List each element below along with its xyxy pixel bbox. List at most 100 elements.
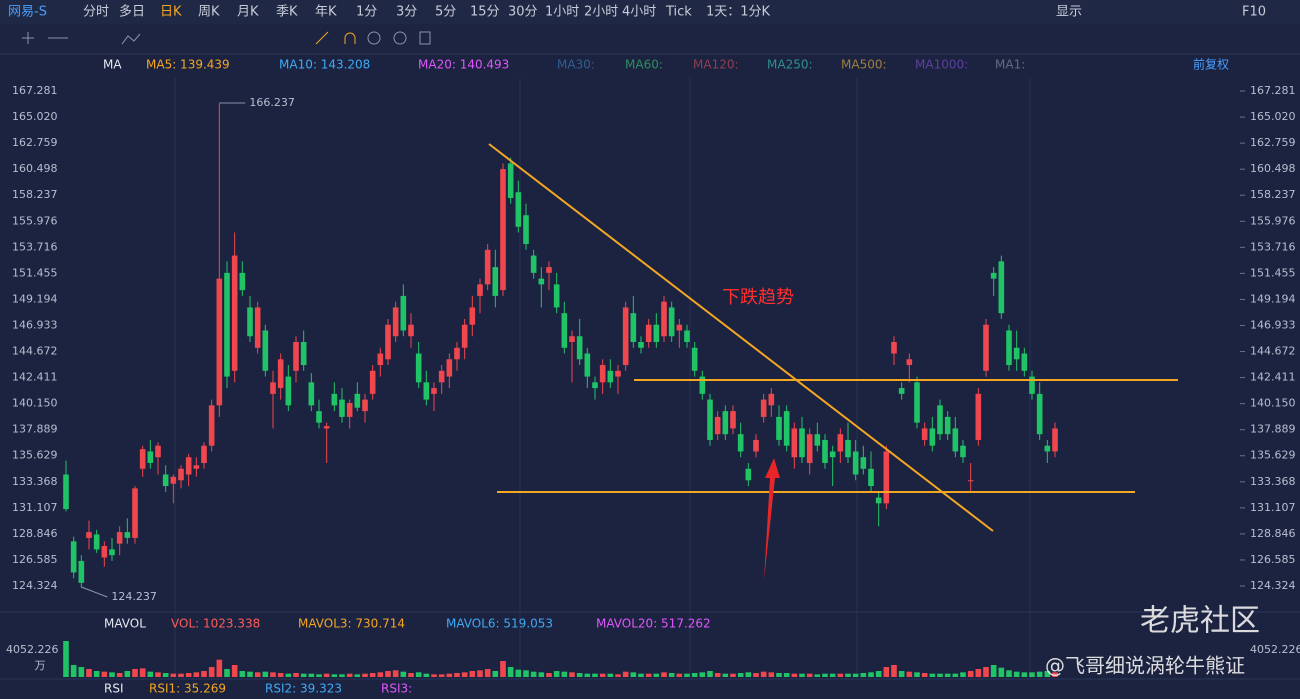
y-tick-label: 167.281: [1250, 84, 1296, 97]
y-tick-label: 137.889: [12, 423, 58, 436]
candle-body: [967, 480, 974, 482]
volume-bar: [768, 672, 775, 677]
y-tick-label: 128.846: [12, 527, 58, 540]
candle-body: [216, 278, 223, 406]
candle-body: [691, 347, 698, 371]
period-tab[interactable]: 15分: [470, 5, 500, 20]
y-tick-label: 151.455: [1250, 266, 1296, 279]
candle-body: [1052, 428, 1058, 452]
volume-bar: [477, 670, 483, 677]
volume-bar: [983, 667, 989, 677]
range-select[interactable]: 1天：1分K: [706, 5, 771, 20]
min-leader: [81, 586, 108, 598]
volume-bar: [201, 671, 207, 677]
delete-tool[interactable]: [419, 31, 431, 45]
legend-item: MA500:: [841, 58, 887, 72]
period-tab[interactable]: 2小时: [584, 5, 618, 20]
period-tab[interactable]: 1小时: [545, 5, 579, 20]
candle-body: [254, 307, 261, 348]
drawing-tools: [22, 31, 431, 45]
volume-bar: [622, 671, 629, 677]
symbol[interactable]: 网易-S: [8, 5, 47, 20]
candle-body: [615, 370, 621, 377]
period-tab[interactable]: 1分: [356, 5, 377, 20]
adjust-mode[interactable]: 前复权: [1193, 57, 1229, 72]
volume-bar: [806, 673, 813, 677]
user-drawings: [488, 143, 1178, 580]
line-tool[interactable]: [48, 33, 141, 45]
volume-bar: [170, 673, 177, 677]
y-tick-label: 165.020: [12, 110, 58, 123]
volume-bar: [415, 672, 422, 677]
candle-body: [730, 411, 736, 429]
candle-body: [837, 434, 844, 452]
candle-body: [400, 295, 407, 331]
candle-body: [339, 399, 345, 417]
volume-bar: [392, 670, 399, 677]
volume-bar: [400, 671, 407, 677]
period-tab[interactable]: 30分: [508, 5, 538, 20]
volume-bar: [93, 671, 100, 677]
volume-bar: [791, 673, 798, 677]
candle-body: [285, 376, 292, 406]
candle-body: [975, 393, 982, 440]
period-tab[interactable]: 年K: [315, 5, 337, 20]
period-tab[interactable]: 4小时: [622, 5, 656, 20]
volume-bar: [684, 673, 690, 677]
volume-bar: [737, 673, 744, 677]
candle-body: [622, 307, 629, 366]
period-tab[interactable]: 5分: [435, 5, 456, 20]
candle-body: [576, 336, 583, 360]
legend-item: MAVOL6: 519.053: [446, 617, 553, 631]
lock-tool[interactable]: [367, 31, 381, 45]
y-tick-label: 160.498: [12, 162, 58, 175]
y-tick-label: 142.411: [1250, 371, 1296, 384]
volume-bar: [860, 673, 867, 677]
volume-bar: [990, 665, 997, 677]
volume-bar: [354, 674, 361, 677]
legend-item: MA30:: [557, 58, 595, 72]
y-tick-label: 151.455: [12, 266, 58, 279]
y-tick-label: 133.368: [1250, 475, 1296, 488]
f10-button[interactable]: F10: [1242, 5, 1266, 20]
volume-bar: [952, 673, 959, 677]
candle-body: [990, 272, 997, 279]
volume-bar: [293, 673, 299, 677]
volume-bar: [124, 671, 131, 677]
candle-body: [960, 445, 966, 458]
volume-bar: [507, 667, 514, 677]
volume-bar: [454, 673, 460, 677]
cursor-tool[interactable]: [22, 32, 34, 44]
volume-bar: [515, 669, 522, 677]
volume-bar: [469, 671, 476, 677]
hide-tool[interactable]: [393, 31, 407, 45]
period-tab[interactable]: 月K: [237, 5, 259, 20]
y-tick-label: 158.237: [12, 188, 58, 201]
y-tick-label: 137.889: [1250, 423, 1296, 436]
period-tab[interactable]: 多日: [119, 4, 145, 20]
period-tab[interactable]: 周K: [198, 5, 220, 20]
y-tick-label: 153.716: [1250, 240, 1296, 253]
volume-bar: [967, 671, 974, 677]
y-tick-label: 158.237: [1250, 188, 1296, 201]
period-tab[interactable]: 分时: [83, 5, 109, 20]
volume-bar: [546, 673, 552, 677]
candle-body: [592, 382, 598, 389]
volume-bar: [262, 671, 269, 677]
period-tab[interactable]: 季K: [276, 5, 298, 20]
period-tab[interactable]: Tick: [665, 5, 692, 20]
display-button[interactable]: 显示: [1056, 5, 1082, 20]
candle-body: [86, 532, 92, 538]
volume-bar: [638, 673, 644, 677]
magnet-tool[interactable]: [315, 31, 356, 45]
legend-item: MA1000:: [915, 58, 968, 72]
period-tab[interactable]: 3分: [396, 5, 417, 20]
candle-body: [799, 428, 805, 458]
candle-body: [415, 353, 422, 383]
candle-body: [124, 532, 131, 538]
candle-body: [569, 336, 575, 342]
period-tab[interactable]: 日K: [160, 5, 182, 20]
y-tick-label: 146.933: [1250, 318, 1296, 331]
candle-body: [814, 434, 821, 446]
candle-body: [438, 370, 445, 383]
